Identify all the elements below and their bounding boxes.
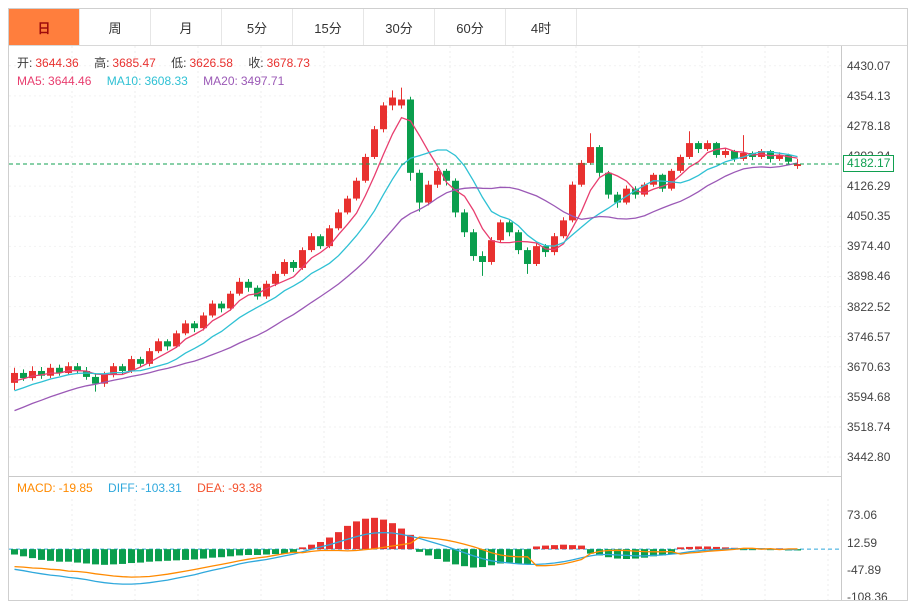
- macd-field: MACD: -19.85: [17, 481, 93, 495]
- y-axis-label: 4050.35: [847, 209, 891, 224]
- open-field: 开: 3644.36: [17, 56, 79, 70]
- y-axis: 4182.17 4430.074354.134278.184202.244126…: [841, 46, 907, 601]
- y-axis-label: 4354.13: [847, 88, 891, 103]
- candlestick-chart[interactable]: [9, 46, 841, 476]
- macd-label: MACD:: [17, 481, 56, 495]
- ma10-label: MA10:: [106, 74, 142, 88]
- low-value: 3626.58: [189, 56, 233, 70]
- y-axis-label: 3898.46: [847, 269, 891, 284]
- y-axis-label: -47.89: [847, 562, 882, 577]
- y-axis-label: 3442.80: [847, 450, 891, 465]
- diff-value: -103.31: [141, 481, 182, 495]
- y-axis-label: 3746.57: [847, 329, 891, 344]
- tab-月[interactable]: 月: [151, 9, 222, 45]
- y-axis-label: 73.06: [847, 508, 878, 523]
- close-label: 收:: [248, 56, 264, 70]
- ma5-label: MA5:: [17, 74, 46, 88]
- ma10-field: MA10: 3608.33: [107, 74, 188, 88]
- tab-30分[interactable]: 30分: [364, 9, 435, 45]
- close-field: 收: 3678.73: [248, 56, 310, 70]
- y-axis-label: 3594.68: [847, 389, 891, 404]
- y-axis-label: -108.36: [847, 589, 888, 601]
- y-axis-label: 3518.74: [847, 419, 891, 434]
- ma20-label: MA20:: [203, 74, 238, 88]
- tab-4时[interactable]: 4时: [506, 9, 577, 45]
- high-label: 高:: [94, 56, 110, 70]
- tab-日[interactable]: 日: [9, 9, 80, 45]
- close-value: 3678.73: [266, 56, 310, 70]
- tab-60分[interactable]: 60分: [435, 9, 506, 45]
- ma5-value: 3644.46: [48, 74, 92, 88]
- ohlc-info-bar: 开: 3644.36 高: 3685.47 低: 3626.58 收: 3678.73: [17, 54, 322, 71]
- macd-value: -19.85: [58, 481, 93, 495]
- current-price-tag: 4182.17: [843, 155, 895, 173]
- tab-5分[interactable]: 5分: [222, 9, 293, 45]
- low-label: 低:: [171, 56, 187, 70]
- price-pane: 开: 3644.36 高: 3685.47 低: 3626.58 收: 3678.73 …: [9, 46, 841, 476]
- ma5-field: MA5: 3644.46: [17, 74, 91, 88]
- diff-field: DIFF: -103.31: [108, 481, 182, 495]
- dea-label: DEA:: [197, 481, 226, 495]
- ma20-field: MA20: 3497.71: [203, 74, 284, 88]
- kline-widget: 日周月 5分 15分 30分 60分 4时 开: 3644.36 高: 3685.47 低: 3…: [8, 8, 908, 601]
- tab-15分[interactable]: 15分: [293, 9, 364, 45]
- high-field: 高: 3685.47: [94, 56, 156, 70]
- diff-label: DIFF:: [108, 481, 139, 495]
- y-axis-label: 4126.29: [847, 179, 891, 194]
- chart-column: 开: 3644.36 高: 3685.47 低: 3626.58 收: 3678.73 …: [9, 46, 841, 601]
- macd-info-bar: MACD: -19.85 DIFF: -103.31 DEA: -93.38: [17, 481, 274, 495]
- ma10-value: 3608.33: [144, 74, 188, 88]
- macd-pane: MACD: -19.85 DIFF: -103.31 DEA: -93.38: [9, 476, 841, 601]
- tab-周[interactable]: 周: [80, 9, 151, 45]
- y-axis-label: 4278.18: [847, 118, 891, 133]
- dea-value: -93.38: [228, 481, 263, 495]
- y-axis-label: 4430.07: [847, 58, 891, 73]
- interval-tabbar: 日周月 5分 15分 30分 60分 4时: [9, 9, 907, 46]
- y-axis-label: 12.59: [847, 535, 878, 550]
- ma20-value: 3497.71: [240, 74, 285, 88]
- open-value: 3644.36: [35, 56, 79, 70]
- macd-chart[interactable]: [9, 499, 841, 601]
- chart-body: 开: 3644.36 高: 3685.47 低: 3626.58 收: 3678.73 …: [9, 46, 907, 601]
- dea-field: DEA: -93.38: [197, 481, 262, 495]
- low-field: 低: 3626.58: [171, 56, 233, 70]
- y-axis-label: 3670.63: [847, 359, 891, 374]
- open-label: 开:: [17, 56, 33, 70]
- y-axis-label: 3974.40: [847, 239, 891, 254]
- high-value: 3685.47: [112, 56, 156, 70]
- y-axis-label: 3822.52: [847, 299, 891, 314]
- ma-info-bar: MA5: 3644.46 MA10: 3608.33 MA20: 3497.71: [17, 74, 296, 88]
